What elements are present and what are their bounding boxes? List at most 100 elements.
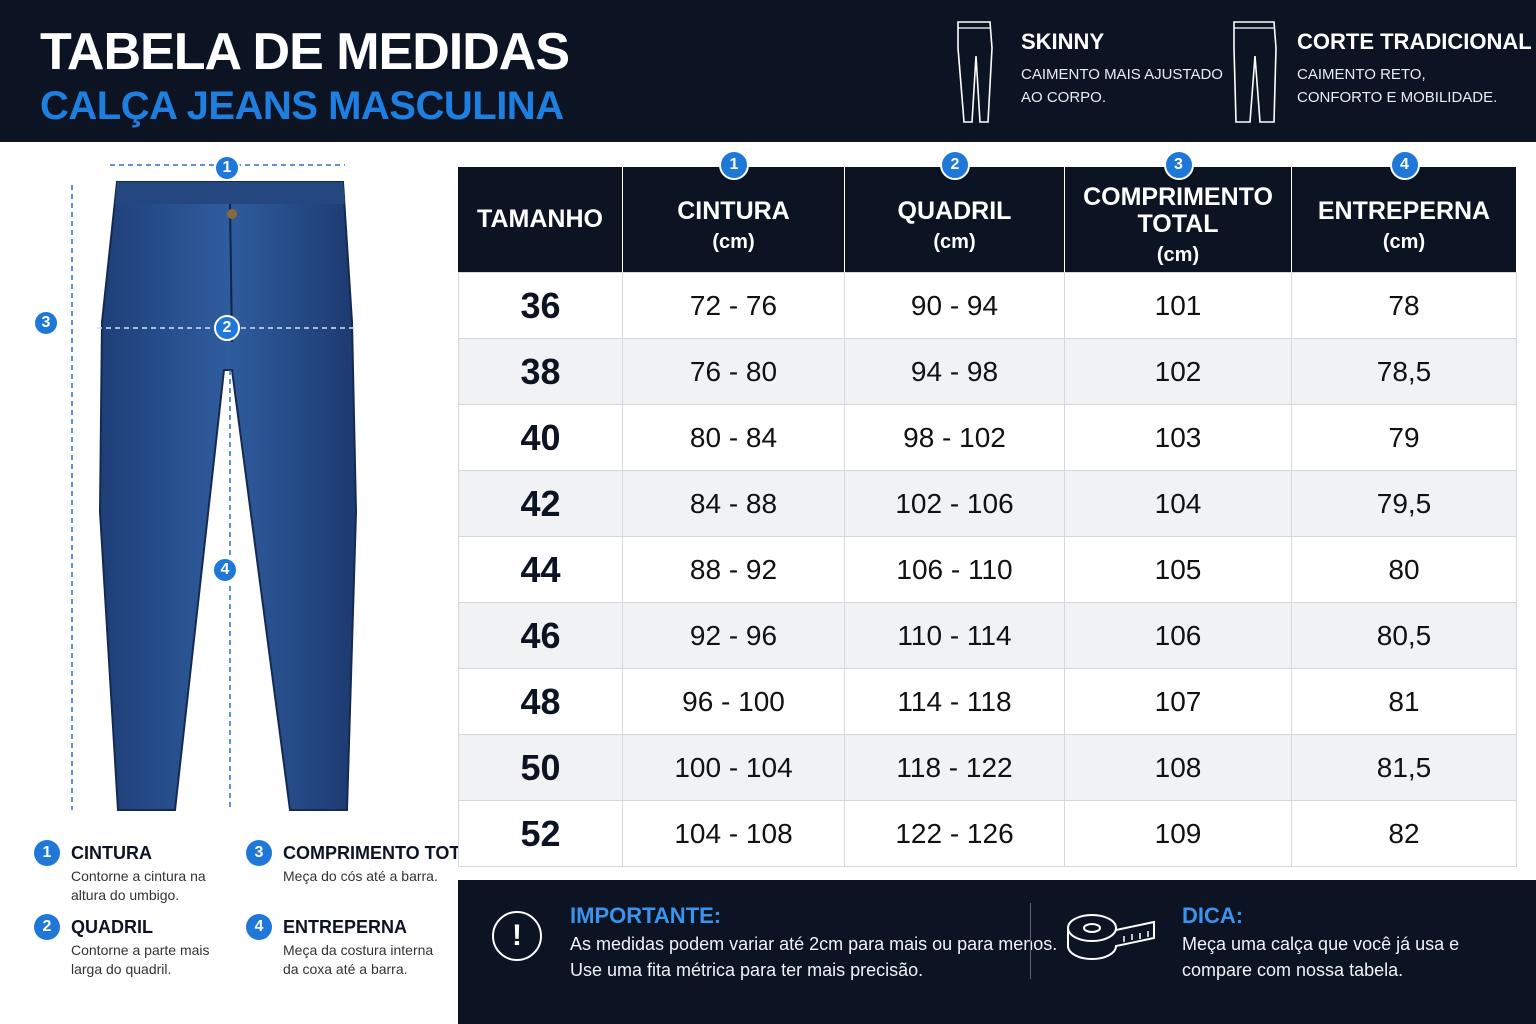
- measure-cell: 107: [1065, 669, 1292, 735]
- legend-marker: 4: [246, 914, 272, 940]
- legend-title: CINTURA: [71, 843, 152, 863]
- marker: 3: [33, 310, 59, 336]
- measure-cell: 79: [1292, 405, 1517, 471]
- measure-cell: 79,5: [1292, 471, 1517, 537]
- column-header: TAMANHO: [458, 167, 623, 273]
- measure-cell: 108: [1065, 735, 1292, 801]
- column-header: COMPRIMENTO TOTAL (cm): [1065, 167, 1292, 273]
- size-cell: 42: [458, 471, 623, 537]
- measure-cell: 84 - 88: [623, 471, 845, 537]
- size-cell: 46: [458, 603, 623, 669]
- fit-desc: CONFORTO E MOBILIDADE.: [1297, 89, 1498, 106]
- measure-cell: 80: [1292, 537, 1517, 603]
- measure-cell: 100 - 104: [623, 735, 845, 801]
- measure-cell: 81: [1292, 669, 1517, 735]
- legend-text: Meça do cós até a barra.: [283, 868, 438, 884]
- size-cell: 38: [458, 339, 623, 405]
- alert-icon: !: [492, 911, 542, 961]
- legend-text: Contorne a parte mais: [71, 942, 210, 958]
- header-label: TOTAL: [1137, 210, 1219, 238]
- measure-cell: 104: [1065, 471, 1292, 537]
- measure-cell: 109: [1065, 801, 1292, 867]
- fit-desc: CAIMENTO RETO,: [1297, 66, 1426, 83]
- header-unit: (cm): [712, 230, 755, 253]
- measure-cell: 80,5: [1292, 603, 1517, 669]
- column-marker: 2: [940, 150, 970, 180]
- legend-text: larga do quadril.: [71, 961, 172, 977]
- note-line: Meça uma calça que você já usa e: [1182, 934, 1460, 954]
- column-marker: 1: [719, 150, 749, 180]
- header-label: CINTURA: [677, 196, 790, 225]
- header-unit: (cm): [933, 230, 976, 253]
- fit-name: SKINNY: [1021, 29, 1105, 54]
- header-label: ENTREPERNA: [1317, 196, 1491, 225]
- legend-text: da coxa até a barra.: [283, 961, 408, 977]
- note-line: As medidas podem variar até 2cm para mai…: [570, 934, 1058, 954]
- note-line: compare com nossa tabela.: [1182, 960, 1404, 980]
- traditional-icon: [1233, 21, 1277, 123]
- header-unit: (cm): [1382, 230, 1426, 253]
- fit-desc: CAIMENTO MAIS AJUSTADO: [1021, 66, 1223, 83]
- fit-name: CORTE TRADICIONAL: [1297, 29, 1532, 54]
- header-label: TAMANHO: [477, 205, 603, 233]
- measure-cell: 98 - 102: [845, 405, 1065, 471]
- legend-text: Meça da costura interna: [283, 942, 434, 958]
- measure-cell: 80 - 84: [623, 405, 845, 471]
- note-line: Use uma fita métrica para ter mais preci…: [570, 960, 924, 980]
- measure-cell: 72 - 76: [623, 273, 845, 339]
- legend-title: ENTREPERNA: [283, 917, 408, 937]
- measure-cell: 96 - 100: [623, 669, 845, 735]
- legend-title: COMPRIMENTO TOTAL: [283, 843, 483, 863]
- measure-cell: 81,5: [1292, 735, 1517, 801]
- legend-marker: 2: [34, 914, 60, 940]
- measure-cell: 102 - 106: [845, 471, 1065, 537]
- measure-cell: 105: [1065, 537, 1292, 603]
- column-marker: 3: [1163, 150, 1194, 180]
- measure-cell: 110 - 114: [845, 603, 1065, 669]
- measure-cell: 82: [1292, 801, 1517, 867]
- title: TABELA DE MEDIDAS: [40, 23, 570, 81]
- fit-desc: AO CORPO.: [1021, 89, 1107, 106]
- measure-cell: 118 - 122: [845, 735, 1065, 801]
- measure-cell: 90 - 94: [845, 273, 1065, 339]
- measure-cell: 78,5: [1292, 339, 1517, 405]
- marker: 2: [214, 315, 240, 341]
- skinny-icon: [957, 21, 993, 123]
- measure-cell: 103: [1065, 405, 1292, 471]
- header: [0, 0, 1536, 142]
- measure-cell: 104 - 108: [623, 801, 845, 867]
- size-cell: 52: [458, 801, 623, 867]
- size-cell: 36: [458, 273, 623, 339]
- column-header: QUADRIL (cm): [845, 167, 1065, 273]
- measure-cell: 106 - 110: [845, 537, 1065, 603]
- column-marker: 4: [1389, 150, 1420, 180]
- legend-marker: 1: [34, 840, 60, 866]
- legend-title: QUADRIL: [71, 917, 153, 937]
- measure-cell: 78: [1292, 273, 1517, 339]
- note-title: DICA:: [1182, 903, 1244, 928]
- legend-marker: 3: [246, 840, 272, 866]
- measure-cell: 106: [1065, 603, 1292, 669]
- measure-cell: 94 - 98: [845, 339, 1065, 405]
- size-cell: 40: [458, 405, 623, 471]
- measure-cell: 101: [1065, 273, 1292, 339]
- header-label: COMPRIMENTO: [1083, 183, 1273, 211]
- measure-cell: 114 - 118: [845, 669, 1065, 735]
- jeans-diagram: [71, 164, 358, 811]
- size-cell: 50: [458, 735, 623, 801]
- column-header: CINTURA (cm): [623, 167, 845, 273]
- measure-cell: 92 - 96: [623, 603, 845, 669]
- header-unit: (cm): [1156, 244, 1200, 266]
- size-cell: 44: [458, 537, 623, 603]
- measure-cell: 76 - 80: [623, 339, 845, 405]
- measure-cell: 102: [1065, 339, 1292, 405]
- notes-panel: [458, 880, 1536, 1024]
- note-title: IMPORTANTE:: [570, 903, 722, 928]
- header-label: QUADRIL: [897, 196, 1012, 225]
- measure-cell: 122 - 126: [845, 801, 1065, 867]
- subtitle: CALÇA JEANS MASCULINA: [40, 84, 564, 128]
- marker: 1: [214, 155, 240, 181]
- column-header: ENTREPERNA (cm): [1292, 167, 1517, 273]
- marker: 4: [212, 557, 238, 583]
- size-cell: 48: [458, 669, 623, 735]
